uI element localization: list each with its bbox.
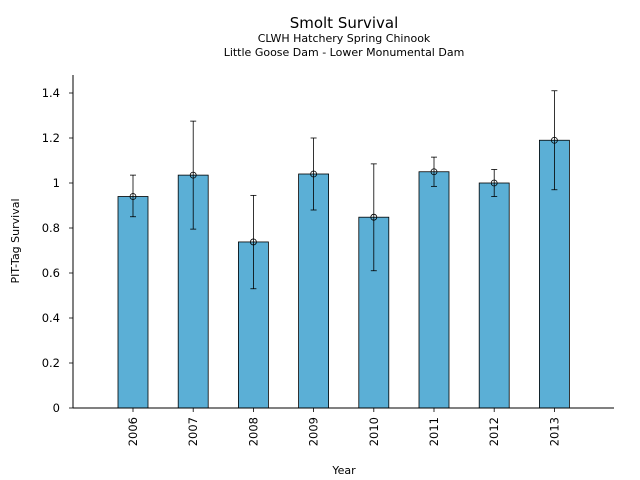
x-tick-label-2006: 2006 xyxy=(126,417,140,446)
chart-subtitle-line-2: Little Goose Dam - Lower Monumental Dam xyxy=(224,46,465,59)
point-marker-2006 xyxy=(129,193,137,200)
chart-subtitle-line-1: CLWH Hatchery Spring Chinook xyxy=(258,32,431,45)
point-marker-2008 xyxy=(249,238,257,246)
y-tick-label-6: 1.2 xyxy=(42,131,60,145)
point-marker-2012 xyxy=(490,179,498,187)
point-marker-2007 xyxy=(189,171,197,179)
bars-layer xyxy=(117,139,570,409)
y-axis-label: PIT-Tag Survival xyxy=(9,198,22,283)
x-axis-label: Year xyxy=(331,464,356,477)
bar-2006 xyxy=(117,196,149,409)
y-tick-label-5: 1 xyxy=(53,176,60,190)
point-marker-2013 xyxy=(551,136,558,144)
x-tick-label-2011: 2011 xyxy=(427,417,441,446)
x-tick-label-2010: 2010 xyxy=(367,417,381,446)
y-ticks-layer: 0 0.2 0.4 0.6 0.8 1 1.2 1.4 xyxy=(42,86,73,415)
y-tick-label-2: 0.4 xyxy=(42,311,60,325)
y-tick-label-0: 0 xyxy=(53,401,60,415)
y-tick-label-7: 1.4 xyxy=(42,86,60,100)
x-tick-label-2013: 2013 xyxy=(547,417,561,446)
y-tick-label-4: 0.8 xyxy=(42,221,60,235)
x-ticks-layer: 2006 2007 2008 2009 2010 2011 2012 2013 xyxy=(126,408,561,446)
bar-2011 xyxy=(418,171,450,409)
point-marker-2011 xyxy=(430,168,438,176)
point-marker-2009 xyxy=(310,170,318,178)
x-tick-label-2009: 2009 xyxy=(307,417,321,446)
x-tick-label-2012: 2012 xyxy=(487,417,501,446)
point-marker-2010 xyxy=(370,213,378,221)
x-tick-label-2007: 2007 xyxy=(186,417,200,446)
x-tick-label-2008: 2008 xyxy=(246,417,260,446)
bar-2012 xyxy=(478,182,510,409)
error-bars-layer xyxy=(129,90,558,290)
y-tick-label-1: 0.2 xyxy=(42,356,60,370)
y-tick-label-3: 0.6 xyxy=(42,266,60,280)
chart-title: Smolt Survival xyxy=(290,14,399,32)
